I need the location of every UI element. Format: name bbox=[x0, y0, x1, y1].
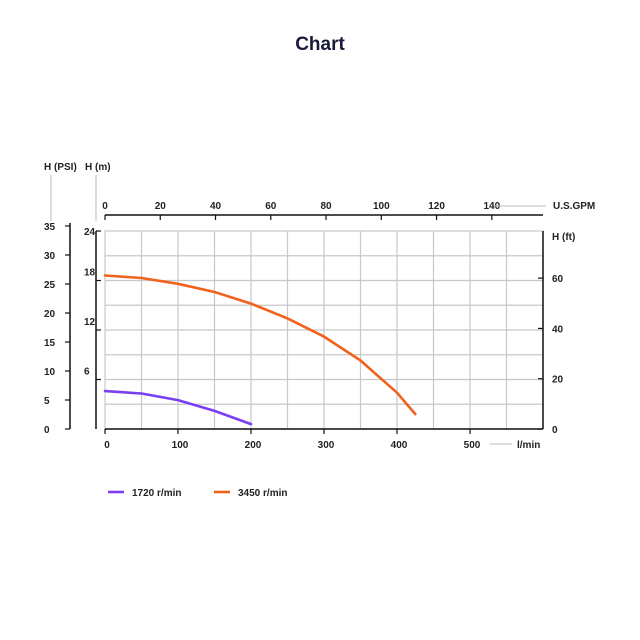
y-ft-tick-label: 0 bbox=[552, 425, 558, 436]
x-top-axis-label: U.S.GPM bbox=[553, 201, 595, 212]
y-psi-tick-label: 15 bbox=[44, 338, 56, 349]
x-top-tick-label: 140 bbox=[483, 201, 500, 212]
y-ft-tick-label: 60 bbox=[552, 274, 564, 285]
y-psi-tick-label: 30 bbox=[44, 251, 56, 262]
y-psi-tick-label: 20 bbox=[44, 309, 56, 320]
x-bottom-tick-label: 200 bbox=[245, 440, 262, 451]
y-ft-tick-label: 20 bbox=[552, 375, 564, 386]
y-psi-tick-label: 5 bbox=[44, 396, 50, 407]
x-top-tick-label: 80 bbox=[320, 201, 332, 212]
y-psi-tick-label: 25 bbox=[44, 280, 56, 291]
y-m-tick-label: 24 bbox=[84, 227, 96, 238]
legend-label: 3450 r/min bbox=[238, 488, 287, 499]
series-lines bbox=[103, 274, 417, 426]
y-m-tick-label: 6 bbox=[84, 367, 90, 378]
x-top-tick-label: 20 bbox=[155, 201, 167, 212]
y-ft-axis-label: H (ft) bbox=[552, 232, 575, 243]
y-m-tick-label: 12 bbox=[84, 317, 96, 328]
y-psi-axis-label: H (PSI) bbox=[44, 162, 77, 173]
chart-title: Chart bbox=[295, 34, 345, 55]
y-m-tick-label: 18 bbox=[84, 268, 96, 279]
legend-label: 1720 r/min bbox=[132, 488, 181, 499]
x-bottom-tick-label: 300 bbox=[318, 440, 335, 451]
y-psi-tick-label: 10 bbox=[44, 367, 56, 378]
x-bottom-tick-label: 400 bbox=[391, 440, 408, 451]
x-top-tick-label: 120 bbox=[428, 201, 445, 212]
x-top-tick-label: 100 bbox=[373, 201, 390, 212]
x-top-tick-label: 0 bbox=[102, 201, 108, 212]
y-psi-tick-label: 0 bbox=[44, 425, 50, 436]
x-top-tick-label: 60 bbox=[265, 201, 277, 212]
series-line bbox=[103, 389, 253, 426]
series-line bbox=[103, 274, 417, 416]
x-bottom-tick-label: 0 bbox=[104, 440, 110, 451]
y-psi-tick-label: 35 bbox=[44, 222, 56, 233]
x-bottom-tick-label: 500 bbox=[464, 440, 481, 451]
grid bbox=[104, 230, 544, 430]
x-bottom-axis-label: l/min bbox=[517, 440, 540, 451]
x-top-tick-label: 40 bbox=[210, 201, 222, 212]
legend: 1720 r/min 3450 r/min bbox=[108, 488, 287, 499]
y-ft-tick-label: 40 bbox=[552, 324, 564, 335]
y-m-axis-label: H (m) bbox=[85, 162, 111, 173]
x-bottom-tick-label: 100 bbox=[172, 440, 189, 451]
